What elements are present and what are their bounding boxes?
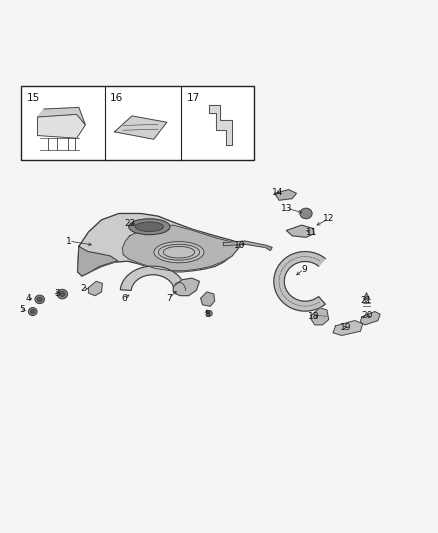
Polygon shape [333, 320, 363, 335]
Text: 6: 6 [121, 294, 127, 303]
Polygon shape [122, 225, 240, 271]
Text: 18: 18 [308, 312, 320, 321]
Polygon shape [88, 281, 102, 296]
Text: 12: 12 [323, 214, 334, 223]
Text: 11: 11 [306, 228, 317, 237]
Ellipse shape [129, 219, 170, 235]
Text: 22: 22 [124, 219, 135, 228]
Ellipse shape [30, 309, 35, 314]
Polygon shape [286, 225, 314, 237]
Ellipse shape [60, 292, 65, 297]
Ellipse shape [35, 295, 45, 304]
Ellipse shape [300, 208, 312, 219]
Text: 3: 3 [54, 288, 60, 297]
Polygon shape [78, 214, 240, 276]
Polygon shape [201, 292, 215, 306]
Polygon shape [360, 312, 380, 325]
Text: 1: 1 [66, 237, 72, 246]
Text: 16: 16 [110, 93, 124, 102]
Bar [21, 86, 254, 160]
Polygon shape [311, 308, 328, 325]
Text: 19: 19 [339, 323, 351, 332]
Text: 9: 9 [301, 265, 307, 273]
Text: 10: 10 [234, 241, 246, 250]
Text: 2: 2 [81, 284, 86, 293]
Text: 8: 8 [204, 310, 210, 319]
Text: 7: 7 [166, 294, 172, 303]
Text: 21: 21 [360, 296, 372, 305]
Polygon shape [274, 252, 325, 311]
Polygon shape [223, 241, 268, 248]
Polygon shape [38, 108, 85, 125]
Polygon shape [120, 266, 184, 290]
Text: 5: 5 [19, 305, 25, 314]
Ellipse shape [28, 308, 37, 316]
Polygon shape [275, 190, 297, 200]
Polygon shape [78, 246, 118, 276]
Polygon shape [266, 245, 272, 251]
Text: 17: 17 [186, 93, 200, 102]
Polygon shape [115, 116, 167, 139]
Ellipse shape [57, 289, 67, 299]
Polygon shape [38, 114, 85, 138]
Polygon shape [173, 278, 199, 296]
Polygon shape [209, 106, 232, 144]
Text: 14: 14 [272, 188, 283, 197]
Text: 4: 4 [25, 294, 31, 303]
Ellipse shape [37, 297, 42, 302]
Ellipse shape [135, 222, 163, 231]
Text: 20: 20 [361, 311, 373, 320]
Text: 13: 13 [281, 204, 292, 213]
Ellipse shape [154, 241, 204, 263]
Text: 15: 15 [27, 93, 40, 102]
